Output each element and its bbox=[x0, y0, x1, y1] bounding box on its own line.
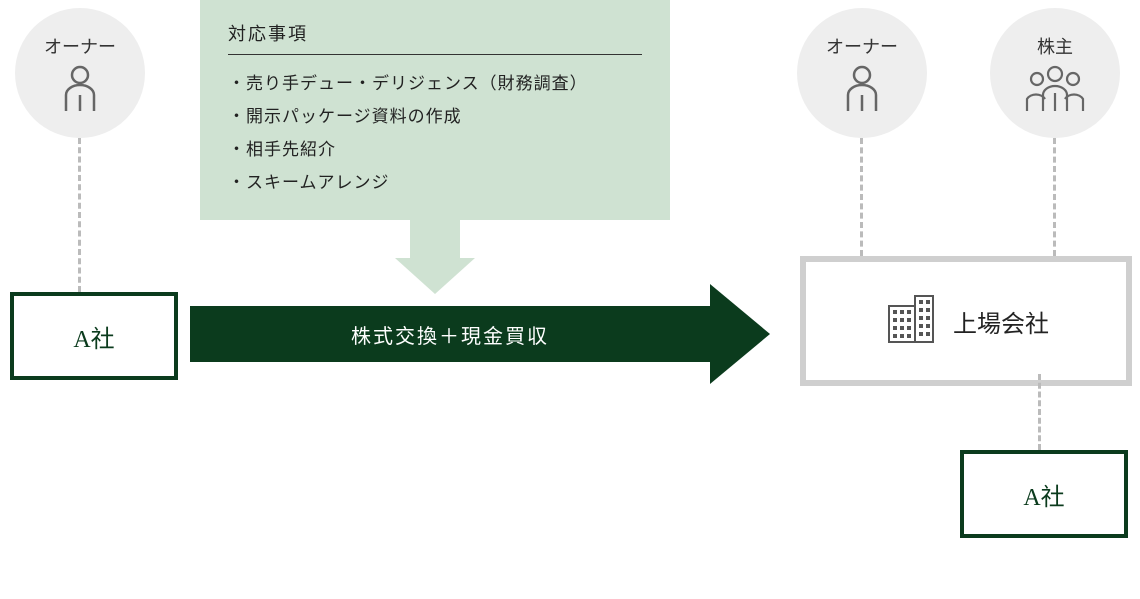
panel-item: ・スキームアレンジ bbox=[228, 168, 642, 193]
person-icon bbox=[840, 65, 884, 113]
dashed-connector bbox=[860, 138, 863, 256]
arrow-head-icon bbox=[710, 284, 770, 384]
down-arrow-stem bbox=[410, 220, 460, 260]
listed-company-box: 上場会社 bbox=[800, 256, 1132, 386]
people-icon bbox=[1023, 65, 1087, 113]
dashed-connector bbox=[1038, 374, 1041, 450]
shareholder-circle: 株主 bbox=[990, 8, 1120, 138]
company-a-left-box: A社 bbox=[10, 292, 178, 380]
panel-item: ・売り手デュー・デリジェンス（財務調査） bbox=[228, 69, 642, 94]
dashed-connector bbox=[78, 138, 81, 292]
left-owner-label: オーナー bbox=[44, 33, 116, 59]
company-a-right-label: A社 bbox=[1023, 477, 1064, 512]
main-arrow: 株式交換＋現金買収 bbox=[190, 284, 770, 384]
right-owner-circle: オーナー bbox=[797, 8, 927, 138]
company-a-right-box: A社 bbox=[960, 450, 1128, 538]
building-icon bbox=[883, 290, 939, 353]
info-panel: 対応事項 ・売り手デュー・デリジェンス（財務調査） ・開示パッケージ資料の作成 … bbox=[200, 0, 670, 220]
company-a-left-label: A社 bbox=[73, 319, 114, 354]
dashed-connector bbox=[1053, 138, 1056, 256]
left-owner-circle: オーナー bbox=[15, 8, 145, 138]
arrow-label: 株式交換＋現金買収 bbox=[351, 320, 549, 349]
shareholder-label: 株主 bbox=[1037, 33, 1073, 59]
person-icon bbox=[58, 65, 102, 113]
arrow-shaft: 株式交換＋現金買収 bbox=[190, 306, 710, 362]
panel-title: 対応事項 bbox=[228, 20, 642, 55]
panel-item: ・相手先紹介 bbox=[228, 135, 642, 160]
right-owner-label: オーナー bbox=[826, 33, 898, 59]
panel-item: ・開示パッケージ資料の作成 bbox=[228, 102, 642, 127]
listed-company-label: 上場会社 bbox=[953, 304, 1049, 339]
